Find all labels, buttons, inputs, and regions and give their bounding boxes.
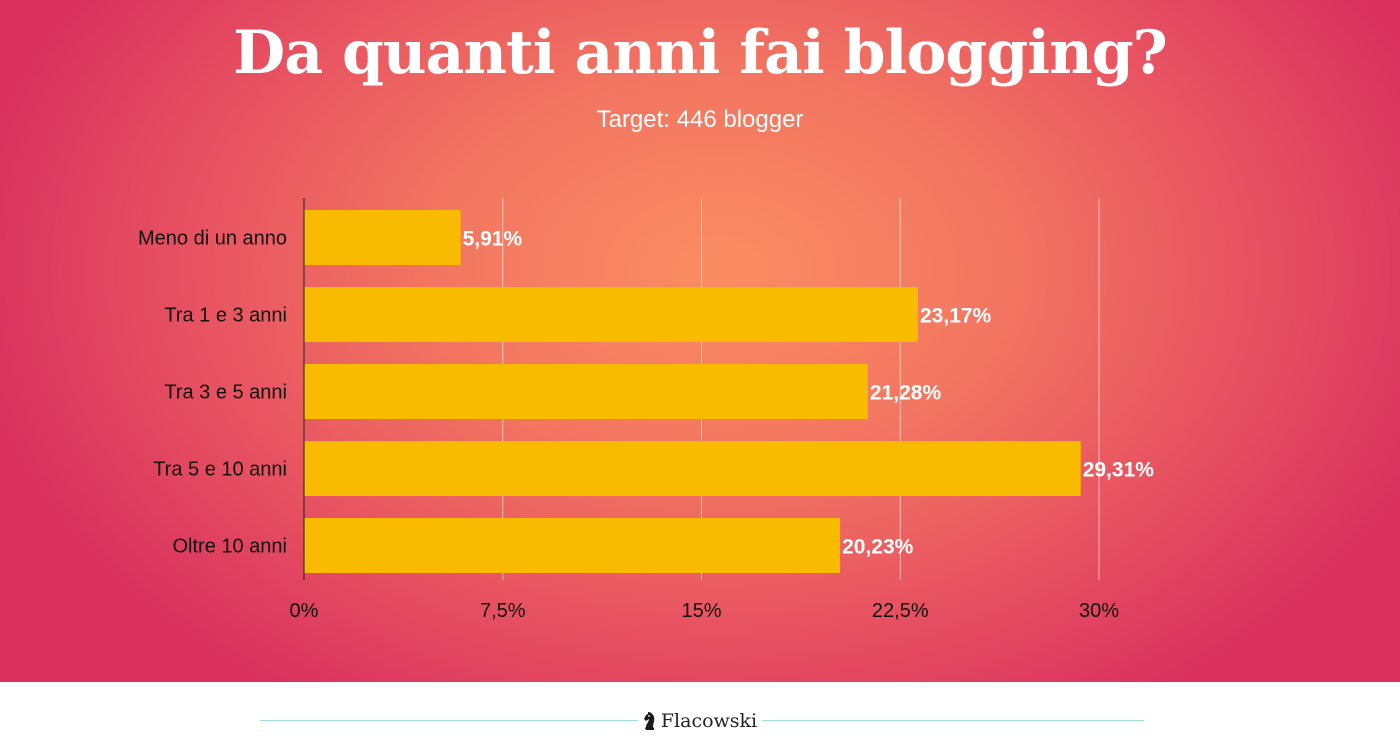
x-tick-label: 22,5% — [872, 600, 929, 622]
data-label: 21,28% — [870, 382, 942, 405]
bar — [304, 441, 1081, 496]
data-label: 20,23% — [842, 536, 914, 559]
brand-logo: Flacowski — [640, 708, 760, 734]
chart-subtitle: Target: 446 blogger — [596, 106, 804, 133]
data-label: 29,31% — [1083, 459, 1155, 482]
data-label: 5,91% — [463, 228, 523, 251]
x-tick-label: 0% — [290, 600, 319, 622]
x-tick-label: 7,5% — [480, 600, 526, 622]
x-tick-label: 15% — [681, 600, 721, 622]
category-label: Oltre 10 anni — [172, 536, 287, 558]
bar — [304, 210, 461, 265]
bar-chart: Meno di un anno 5,91% Tra 1 e 3 anni 23,17%… — [137, 198, 1155, 622]
category-label: Tra 1 e 3 anni — [164, 305, 287, 327]
bar — [304, 518, 841, 573]
data-label: 23,17% — [920, 305, 992, 328]
category-label: Tra 3 e 5 anni — [164, 382, 287, 404]
brand-name: Flacowski — [660, 710, 758, 732]
x-tick-label: 30% — [1079, 600, 1119, 622]
bar — [304, 364, 868, 419]
footer-divider-left — [260, 720, 638, 721]
footer-divider-right — [762, 720, 1144, 721]
chess-knight-icon — [643, 712, 655, 730]
footer: Flacowski — [0, 682, 1400, 742]
category-label: Meno di un anno — [138, 228, 287, 250]
bar — [304, 287, 919, 342]
category-label: Tra 5 e 10 anni — [153, 459, 287, 481]
chart-title: Da quanti anni fai blogging? — [233, 18, 1168, 88]
